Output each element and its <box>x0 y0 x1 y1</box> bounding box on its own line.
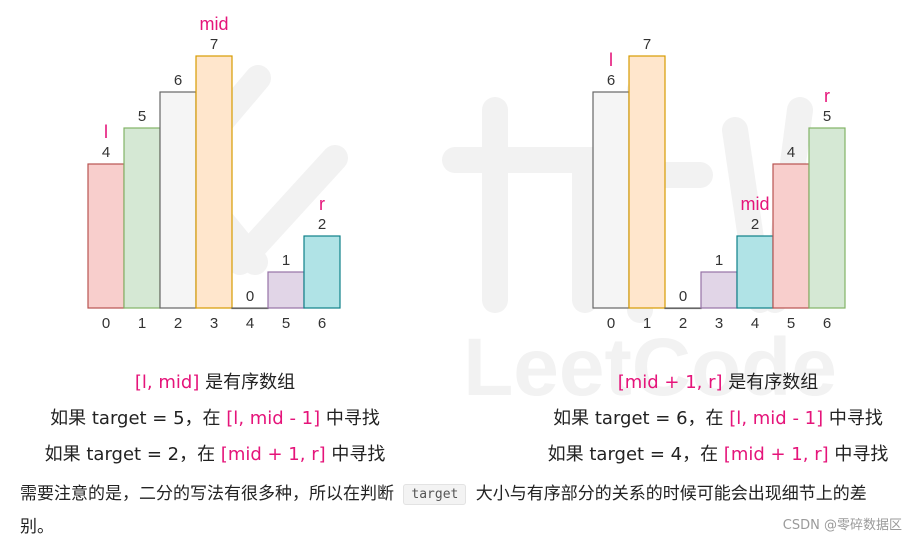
range-text: [mid + 1, r] <box>723 444 829 465</box>
caption-pre: 如果 target = 2，在 <box>44 444 221 465</box>
range-text: [mid + 1, r] <box>220 444 326 465</box>
bar <box>231 307 269 310</box>
index-tick-label: 6 <box>823 315 831 332</box>
index-tick-label: 0 <box>102 315 110 332</box>
caption-left-line2: 如果 target = 5，在 [l, mid - 1] 中寻找 <box>50 404 380 430</box>
bar <box>592 91 630 309</box>
range-text: [l, mid - 1] <box>729 408 824 429</box>
caption-pre: 如果 target = 6，在 <box>553 408 730 429</box>
bar <box>628 55 666 309</box>
bar <box>772 163 810 309</box>
bar <box>159 91 197 309</box>
bar-value-label: 1 <box>282 252 290 269</box>
bar <box>267 271 305 309</box>
bar-value-label: 0 <box>246 288 254 305</box>
csdn-credit: CSDN @零碎数据区 <box>782 518 902 533</box>
caption-text: 是有序数组 <box>722 372 819 393</box>
bar-value-label: 0 <box>679 288 687 305</box>
caption-post: 中寻找 <box>823 408 883 429</box>
caption-pre: 如果 target = 5，在 <box>50 408 227 429</box>
bar <box>123 127 161 309</box>
bar-value-label: 4 <box>102 144 110 161</box>
index-tick-label: 1 <box>643 315 651 332</box>
caption-post: 中寻找 <box>828 444 889 465</box>
caption-post: 中寻找 <box>320 408 380 429</box>
caption-right-line3: 如果 target = 4，在 [mid + 1, r] 中寻找 <box>548 440 889 466</box>
index-tick-label: 1 <box>138 315 146 332</box>
explanation-paragraph: 需要注意的是，二分的写法有很多种，所以在判断 target 大小与有序部分的关系… <box>20 478 900 543</box>
bar <box>664 307 702 310</box>
caption-left-line3: 如果 target = 2，在 [mid + 1, r] 中寻找 <box>45 440 386 466</box>
index-tick-label: 3 <box>715 315 723 332</box>
index-tick-label: 3 <box>210 315 218 332</box>
bar-value-label: 2 <box>751 216 759 233</box>
chart-left: 4 0 5 1 6 2 7 3 0 4 1 5 2 6 l mid r <box>87 14 341 332</box>
pointer-label-r: r <box>824 86 830 106</box>
index-tick-label: 4 <box>751 315 759 332</box>
caption-post: 中寻找 <box>325 444 386 465</box>
pointer-label-r: r <box>319 194 325 214</box>
bar-value-label: 5 <box>823 108 831 125</box>
chart-right: 6 0 7 1 0 2 1 3 2 4 4 5 5 6 l mid r <box>592 36 846 332</box>
bar-value-label: 7 <box>210 36 218 53</box>
bar-value-label: 4 <box>787 144 795 161</box>
charts-canvas: 4 0 5 1 6 2 7 3 0 4 1 5 2 6 l mid r 6 0 7 1 0 2 1 3 2 4 4 5 5 6 l mid r <box>87 14 846 332</box>
paragraph-before: 需要注意的是，二分的写法有很多种，所以在判断 <box>20 484 400 504</box>
index-tick-label: 4 <box>246 315 254 332</box>
bar-value-label: 5 <box>138 108 146 125</box>
bar-value-label: 2 <box>318 216 326 233</box>
range-text: [l, mid - 1] <box>226 408 321 429</box>
bar-value-label: 6 <box>174 72 182 89</box>
caption-right-line1: [mid + 1, r] 是有序数组 <box>618 368 819 394</box>
bar <box>303 235 341 309</box>
caption-right-line2: 如果 target = 6，在 [l, mid - 1] 中寻找 <box>553 404 883 430</box>
index-tick-label: 0 <box>607 315 615 332</box>
index-tick-label: 2 <box>174 315 182 332</box>
bar <box>700 271 738 309</box>
bar <box>87 163 125 309</box>
index-tick-label: 5 <box>787 315 795 332</box>
bar-value-label: 7 <box>643 36 651 53</box>
pointer-label-l: l <box>104 122 108 142</box>
bar-value-label: 1 <box>715 252 723 269</box>
pointer-label-mid: mid <box>740 194 769 214</box>
index-tick-label: 2 <box>679 315 687 332</box>
pointer-label-l: l <box>609 50 613 70</box>
pointer-label-mid: mid <box>199 14 228 34</box>
bar <box>736 235 774 309</box>
inline-code-target: target <box>403 484 467 505</box>
paragraph-after: 大小与有序部分的关系的时候可能会出现细节上的差别。 <box>20 484 867 537</box>
caption-left-line1: [l, mid] 是有序数组 <box>135 368 295 394</box>
bar <box>195 55 233 309</box>
caption-pre: 如果 target = 4，在 <box>547 444 724 465</box>
watermark-text: LeetCode <box>463 322 837 413</box>
index-tick-label: 5 <box>282 315 290 332</box>
range-text: [l, mid] <box>134 372 200 393</box>
range-text: [mid + 1, r] <box>617 372 723 393</box>
bar <box>808 127 846 309</box>
caption-text: 是有序数组 <box>199 372 296 393</box>
index-tick-label: 6 <box>318 315 326 332</box>
bar-value-label: 6 <box>607 72 615 89</box>
